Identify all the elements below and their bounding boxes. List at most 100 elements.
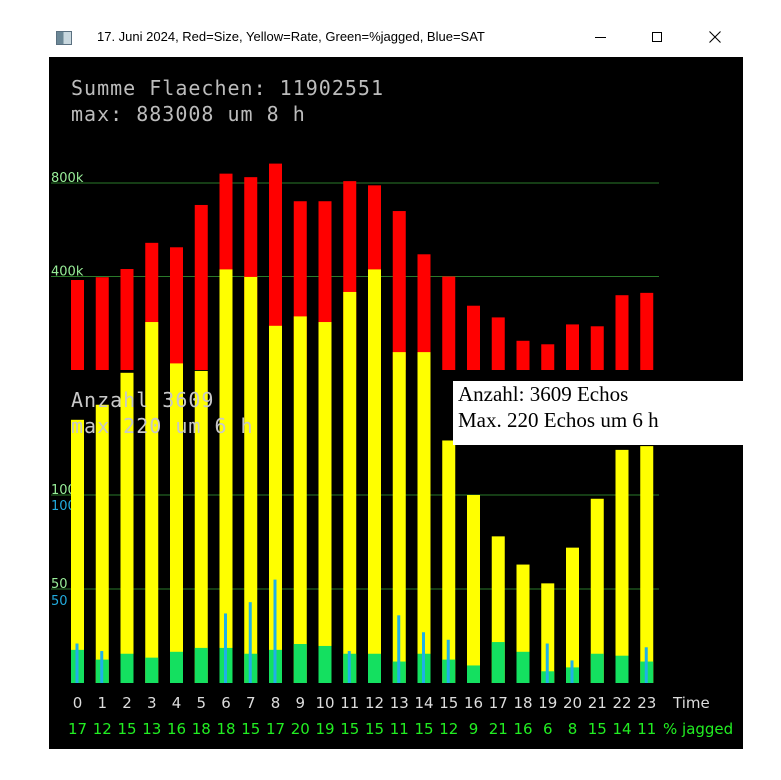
rate-bar	[442, 440, 456, 683]
hour-tick-label: 0	[73, 694, 83, 712]
jagged-bar	[318, 645, 332, 683]
jagged-value-label: 6	[543, 720, 553, 738]
jagged-bar	[491, 642, 505, 683]
hour-tick-label: 23	[637, 694, 656, 712]
minimize-button[interactable]	[580, 22, 620, 52]
chart-svg: 800k400k10050100500171122153134165186187…	[51, 163, 733, 738]
jagged-axis-label: % jagged	[663, 720, 733, 738]
jagged-bar	[145, 657, 159, 683]
rate-bar	[541, 583, 555, 683]
rate-bar	[615, 449, 629, 683]
size-bar	[590, 326, 604, 370]
jagged-value-label: 16	[167, 720, 186, 738]
size-bar	[194, 204, 208, 370]
jagged-bar	[467, 665, 480, 683]
sat-bar	[422, 632, 425, 683]
rate-bar	[417, 352, 431, 683]
hour-tick-label: 6	[221, 694, 231, 712]
sat-bar	[273, 579, 277, 683]
jagged-bar	[615, 655, 629, 683]
size-bar	[566, 324, 579, 370]
rate-bar	[640, 446, 654, 683]
hour-tick-label: 16	[464, 694, 483, 712]
size-bar	[120, 269, 134, 370]
grid-tick-label: 50	[51, 577, 68, 592]
size-bar	[95, 277, 109, 370]
info-echo-count: Anzahl: 3609 Echos	[458, 382, 629, 406]
size-bar	[71, 280, 84, 370]
hour-tick-label: 22	[612, 694, 631, 712]
size-bar	[615, 295, 629, 370]
rate-bar	[368, 269, 381, 683]
size-bar	[467, 305, 480, 370]
rate-bar	[145, 322, 159, 683]
jagged-value-label: 15	[365, 720, 384, 738]
rate-bar	[343, 291, 357, 683]
hour-tick-label: 4	[172, 694, 182, 712]
sat-bar	[75, 643, 79, 683]
close-button[interactable]	[695, 22, 735, 52]
sat-tick-label: 50	[51, 594, 68, 609]
rate-bar	[194, 370, 208, 683]
info-echo-max: Max. 220 Echos um 6 h	[458, 408, 659, 432]
sat-bar	[545, 643, 549, 683]
rate-bar	[467, 495, 480, 683]
hour-tick-label: 11	[340, 694, 359, 712]
jagged-value-label: 19	[315, 720, 334, 738]
hour-tick-label: 3	[147, 694, 157, 712]
jagged-value-label: 15	[241, 720, 260, 738]
sat-bar	[248, 602, 252, 683]
jagged-bar	[516, 651, 530, 683]
title-bar[interactable]: 17. Juni 2024, Red=Size, Yellow=Rate, Gr…	[0, 0, 781, 57]
jagged-value-label: 9	[469, 720, 479, 738]
jagged-value-label: 15	[414, 720, 433, 738]
size-bar	[640, 292, 654, 370]
anzahl-max-overlay-label: max 220 um 6 h	[71, 414, 254, 438]
maximize-button[interactable]	[637, 22, 677, 52]
rate-bar	[244, 276, 258, 683]
sat-bar	[397, 615, 401, 683]
sat-bar	[224, 613, 227, 683]
hour-tick-label: 19	[538, 694, 557, 712]
rate-bar	[95, 404, 109, 683]
anzahl-overlay-label: Anzahl 3609	[71, 388, 215, 412]
sat-bar	[347, 651, 351, 683]
jagged-value-label: 15	[588, 720, 607, 738]
jagged-value-label: 13	[142, 720, 161, 738]
jagged-value-label: 21	[489, 720, 508, 738]
jagged-value-label: 18	[216, 720, 235, 738]
rate-bar	[293, 316, 307, 683]
rate-bar	[590, 498, 604, 683]
jagged-value-label: 17	[266, 720, 285, 738]
size-bar	[269, 163, 282, 370]
jagged-bar	[590, 653, 604, 683]
jagged-value-label: 12	[439, 720, 458, 738]
size-bar	[491, 317, 505, 370]
rate-bar	[219, 269, 233, 683]
jagged-value-label: 16	[513, 720, 532, 738]
hour-tick-label: 1	[97, 694, 107, 712]
hour-tick-label: 20	[563, 694, 582, 712]
grid-tick-label: 800k	[51, 171, 84, 186]
hour-tick-label: 8	[271, 694, 281, 712]
maximize-icon	[652, 32, 662, 42]
hour-tick-label: 13	[390, 694, 409, 712]
close-icon	[709, 31, 721, 43]
app-window-icon	[56, 31, 72, 45]
size-bar	[170, 247, 183, 370]
sat-bar	[446, 639, 450, 683]
jagged-value-label: 11	[390, 720, 409, 738]
x-axis-label: Time	[672, 694, 710, 712]
grid-tick-label: 100	[51, 483, 76, 498]
sat-tick-label: 100	[51, 499, 76, 514]
summe-flaechen-label: Summe Flaechen: 11902551	[71, 76, 384, 100]
hour-tick-label: 17	[489, 694, 508, 712]
jagged-value-label: 20	[291, 720, 310, 738]
jagged-bar	[194, 647, 208, 683]
hour-tick-label: 21	[588, 694, 607, 712]
window-title: 17. Juni 2024, Red=Size, Yellow=Rate, Gr…	[97, 29, 485, 44]
rate-bar	[269, 325, 282, 683]
hour-tick-label: 14	[414, 694, 433, 712]
jagged-value-label: 8	[568, 720, 578, 738]
hour-tick-label: 5	[196, 694, 206, 712]
